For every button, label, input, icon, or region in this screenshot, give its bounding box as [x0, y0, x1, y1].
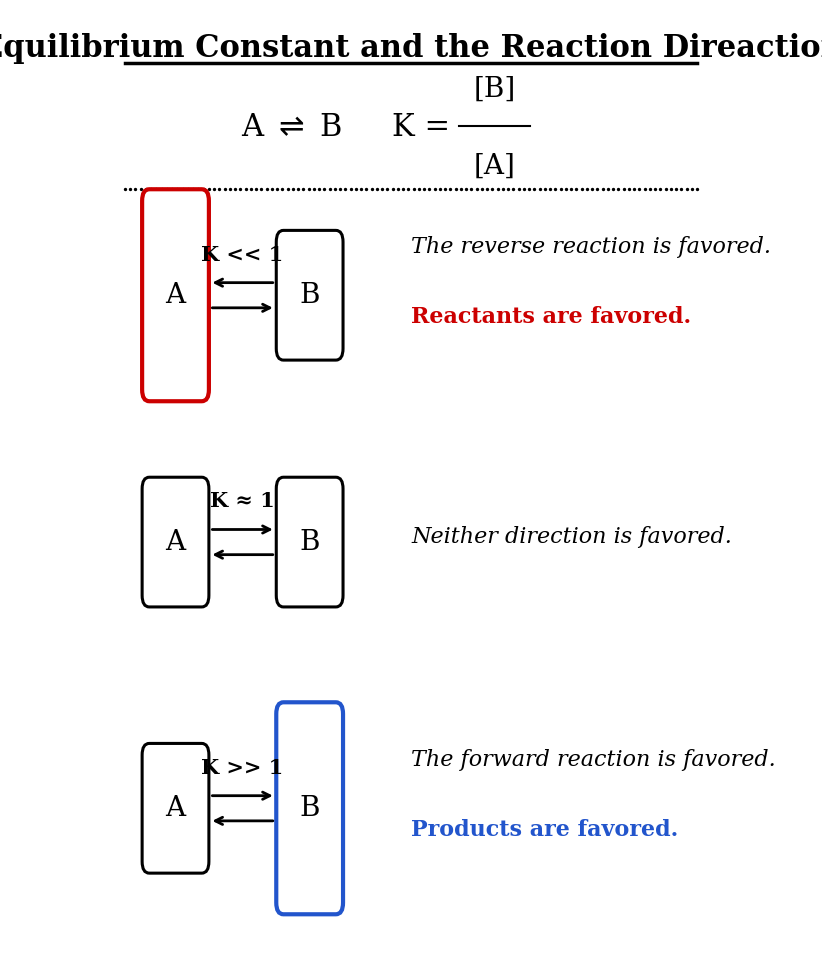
FancyBboxPatch shape	[142, 477, 209, 607]
FancyBboxPatch shape	[142, 743, 209, 873]
Text: A: A	[165, 282, 186, 309]
Text: B: B	[299, 529, 320, 556]
Text: B: B	[299, 282, 320, 309]
Text: K << 1: K << 1	[201, 245, 284, 264]
FancyBboxPatch shape	[276, 703, 343, 914]
FancyBboxPatch shape	[276, 477, 343, 607]
FancyBboxPatch shape	[142, 190, 209, 402]
Text: A $\rightleftharpoons$ B: A $\rightleftharpoons$ B	[241, 112, 343, 143]
Text: K ≈ 1: K ≈ 1	[210, 492, 275, 511]
Text: Neither direction is favored.: Neither direction is favored.	[411, 527, 732, 548]
Text: The forward reaction is favored.: The forward reaction is favored.	[411, 749, 776, 771]
Text: Equilibrium Constant and the Reaction Direaction: Equilibrium Constant and the Reaction Di…	[0, 33, 822, 64]
Text: Products are favored.: Products are favored.	[411, 819, 678, 840]
Text: Reactants are favored.: Reactants are favored.	[411, 306, 691, 327]
Text: A: A	[165, 795, 186, 822]
Text: K =: K =	[391, 112, 450, 143]
Text: B: B	[299, 795, 320, 822]
Text: [B]: [B]	[473, 76, 515, 103]
Text: The reverse reaction is favored.: The reverse reaction is favored.	[411, 236, 771, 257]
FancyBboxPatch shape	[276, 230, 343, 360]
Text: K >> 1: K >> 1	[201, 758, 284, 777]
Text: [A]: [A]	[473, 153, 515, 180]
Text: A: A	[165, 529, 186, 556]
